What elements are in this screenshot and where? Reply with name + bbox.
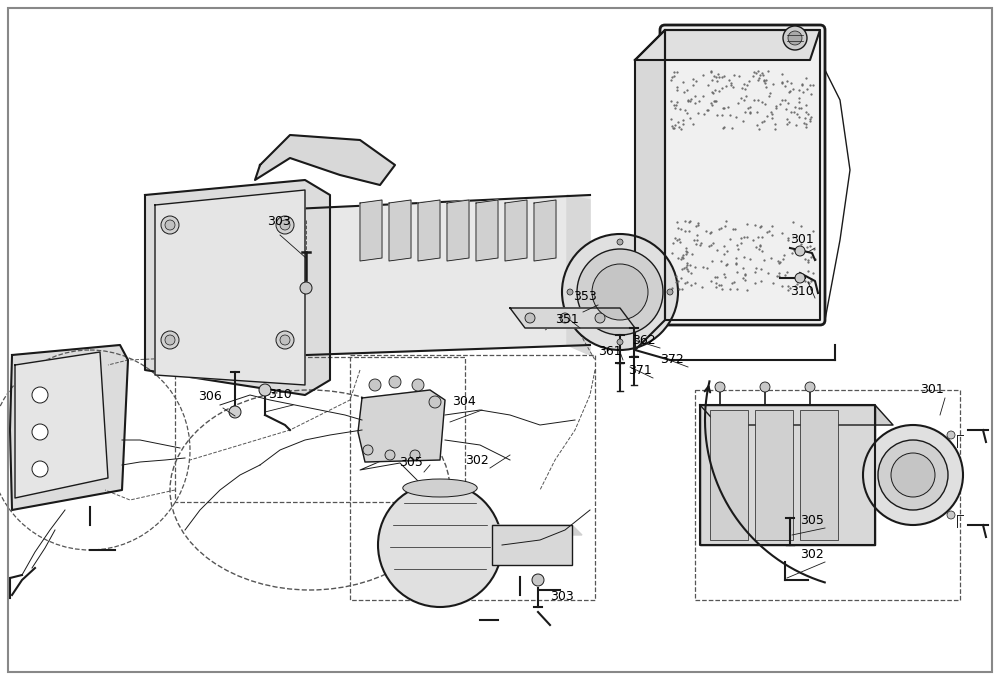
- Circle shape: [617, 239, 623, 245]
- Text: 361: 361: [598, 345, 622, 358]
- Text: 306: 306: [198, 390, 222, 403]
- Circle shape: [805, 382, 815, 392]
- Circle shape: [429, 396, 441, 408]
- Polygon shape: [255, 135, 395, 185]
- Circle shape: [592, 264, 648, 320]
- Circle shape: [229, 406, 241, 418]
- Circle shape: [276, 216, 294, 234]
- Text: 304: 304: [452, 395, 476, 408]
- Polygon shape: [505, 200, 527, 261]
- Text: 305: 305: [800, 514, 824, 527]
- Polygon shape: [476, 200, 498, 261]
- Circle shape: [32, 387, 48, 403]
- Polygon shape: [635, 30, 820, 60]
- Circle shape: [369, 379, 381, 391]
- Circle shape: [667, 289, 673, 295]
- Circle shape: [280, 335, 290, 345]
- Polygon shape: [510, 308, 635, 328]
- Circle shape: [259, 384, 271, 396]
- Text: 303: 303: [550, 590, 574, 603]
- Polygon shape: [145, 180, 330, 395]
- Text: 310: 310: [790, 285, 814, 298]
- Circle shape: [891, 453, 935, 497]
- Polygon shape: [534, 200, 556, 261]
- Circle shape: [276, 331, 294, 349]
- Polygon shape: [700, 405, 875, 545]
- Circle shape: [562, 234, 678, 350]
- Circle shape: [947, 431, 955, 439]
- Circle shape: [795, 273, 805, 283]
- Circle shape: [532, 574, 544, 586]
- Text: 371: 371: [628, 364, 652, 377]
- Polygon shape: [389, 200, 411, 261]
- Circle shape: [795, 246, 805, 256]
- Polygon shape: [567, 195, 590, 355]
- Circle shape: [410, 450, 420, 460]
- Polygon shape: [360, 200, 382, 261]
- Polygon shape: [155, 190, 305, 385]
- Circle shape: [412, 379, 424, 391]
- Circle shape: [863, 425, 963, 525]
- Circle shape: [577, 249, 663, 335]
- Polygon shape: [710, 410, 748, 540]
- Text: 310: 310: [268, 388, 292, 401]
- Text: 372: 372: [660, 353, 684, 366]
- Circle shape: [378, 483, 502, 607]
- Circle shape: [617, 339, 623, 345]
- Circle shape: [783, 26, 807, 50]
- FancyBboxPatch shape: [660, 25, 825, 325]
- Circle shape: [715, 382, 725, 392]
- Circle shape: [595, 313, 605, 323]
- Polygon shape: [15, 352, 108, 498]
- Ellipse shape: [403, 479, 477, 497]
- Polygon shape: [10, 345, 128, 510]
- Text: 301: 301: [920, 383, 944, 396]
- Polygon shape: [447, 200, 469, 261]
- Text: 362: 362: [632, 334, 656, 347]
- Circle shape: [878, 440, 948, 510]
- Circle shape: [788, 31, 802, 45]
- Circle shape: [300, 282, 312, 294]
- Polygon shape: [165, 195, 590, 360]
- Circle shape: [525, 313, 535, 323]
- Text: 302: 302: [800, 548, 824, 561]
- Polygon shape: [700, 405, 893, 425]
- Text: 303: 303: [267, 215, 291, 228]
- Circle shape: [567, 289, 573, 295]
- Circle shape: [280, 220, 290, 230]
- Circle shape: [32, 424, 48, 440]
- Circle shape: [760, 382, 770, 392]
- Polygon shape: [635, 30, 665, 350]
- Circle shape: [161, 331, 179, 349]
- Polygon shape: [492, 525, 582, 535]
- Polygon shape: [358, 390, 445, 462]
- Polygon shape: [418, 200, 440, 261]
- Circle shape: [165, 335, 175, 345]
- Circle shape: [165, 220, 175, 230]
- Circle shape: [947, 511, 955, 519]
- Text: 305: 305: [399, 456, 423, 469]
- Circle shape: [389, 376, 401, 388]
- Circle shape: [560, 313, 570, 323]
- Polygon shape: [755, 410, 793, 540]
- Circle shape: [161, 216, 179, 234]
- Text: 301: 301: [790, 233, 814, 246]
- Text: 302: 302: [465, 454, 489, 467]
- Polygon shape: [492, 525, 572, 565]
- Circle shape: [363, 445, 373, 455]
- Polygon shape: [800, 410, 838, 540]
- Circle shape: [385, 450, 395, 460]
- Circle shape: [32, 461, 48, 477]
- Text: 353: 353: [573, 290, 597, 303]
- Text: 351: 351: [555, 313, 579, 326]
